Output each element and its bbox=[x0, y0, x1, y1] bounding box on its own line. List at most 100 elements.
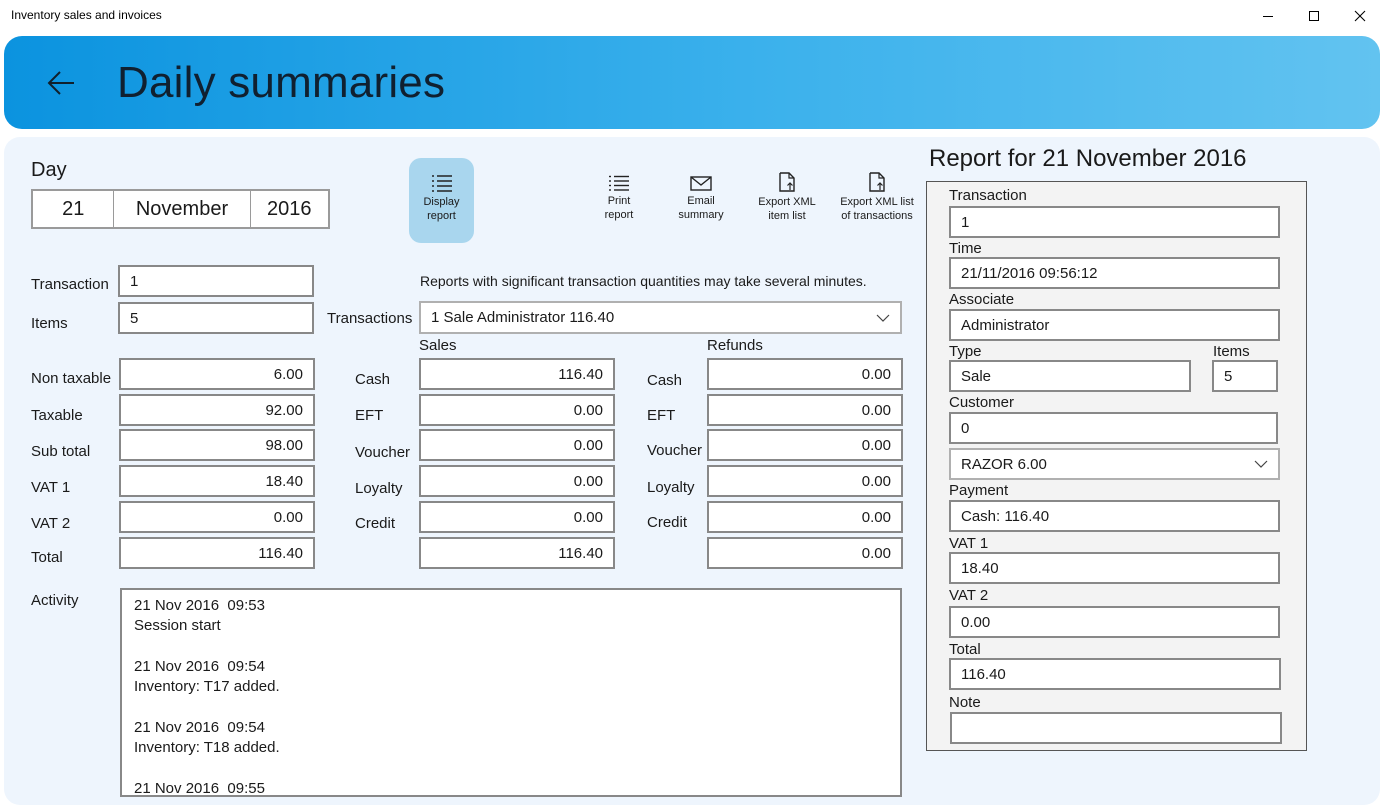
report-note-label: Note bbox=[949, 694, 981, 711]
page-title: Daily summaries bbox=[117, 58, 446, 107]
refunds-total-value: 0.00 bbox=[707, 537, 903, 569]
items-label: Items bbox=[31, 315, 68, 332]
list-icon bbox=[431, 175, 452, 192]
refunds-credit-label: Credit bbox=[647, 514, 688, 531]
report-customer-label: Customer bbox=[949, 394, 1015, 411]
transaction-field[interactable]: 1 bbox=[118, 265, 314, 297]
report-time-label: Time bbox=[949, 240, 982, 257]
maximize-button[interactable] bbox=[1291, 2, 1337, 30]
window-title: Inventory sales and invoices bbox=[11, 8, 162, 22]
notice-text: Reports with significant transaction qua… bbox=[420, 273, 867, 289]
refunds-loyalty-value: 0.00 bbox=[707, 465, 903, 497]
activity-entry: 21 Nov 2016 09:53 Session start bbox=[134, 596, 888, 637]
display-report-label-2: report bbox=[427, 210, 456, 222]
date-picker[interactable]: 21 November 2016 bbox=[31, 189, 330, 229]
report-items-field[interactable]: 5 bbox=[1212, 360, 1278, 392]
date-year[interactable]: 2016 bbox=[267, 197, 312, 220]
total-value: 116.40 bbox=[119, 537, 315, 569]
sales-credit-value: 0.00 bbox=[419, 501, 615, 533]
report-time-field[interactable]: 21/11/2016 09:56:12 bbox=[949, 257, 1280, 289]
activity-log[interactable]: 21 Nov 2016 09:53 Session start 21 Nov 2… bbox=[120, 588, 902, 797]
items-field[interactable]: 5 bbox=[118, 302, 314, 334]
export-xml-item-list-button[interactable]: Export XML item list bbox=[742, 172, 832, 223]
taxable-value: 92.00 bbox=[119, 394, 315, 426]
display-report-label-1: Display bbox=[423, 196, 460, 208]
report-customer-field[interactable]: 0 bbox=[949, 412, 1278, 444]
activity-entry-time: 21 Nov 2016 09:55 bbox=[134, 779, 265, 797]
refunds-eft-value: 0.00 bbox=[707, 394, 903, 426]
report-title: Report for 21 November 2016 bbox=[929, 145, 1247, 172]
date-month[interactable]: November bbox=[114, 191, 251, 227]
report-total-label: Total bbox=[949, 641, 981, 658]
export-items-label-2: item list bbox=[768, 210, 806, 222]
report-type-label: Type bbox=[949, 343, 982, 360]
back-button[interactable] bbox=[40, 62, 82, 104]
page-header bbox=[4, 36, 1380, 129]
report-note-field[interactable] bbox=[950, 712, 1282, 744]
chevron-down-icon bbox=[876, 314, 890, 322]
display-report-button[interactable]: Display report bbox=[409, 158, 474, 243]
transactions-dropdown[interactable]: 1 Sale Administrator 116.40 bbox=[419, 301, 902, 334]
minimize-icon bbox=[1263, 16, 1273, 17]
sales-cash-value: 116.40 bbox=[419, 358, 615, 390]
date-day[interactable]: 21 bbox=[33, 191, 115, 227]
print-report-label-2: report bbox=[604, 209, 634, 221]
activity-entry-time: 21 Nov 2016 09:54 bbox=[134, 718, 265, 736]
report-vat1-field[interactable]: 18.40 bbox=[949, 552, 1280, 584]
activity-entry: 21 Nov 2016 09:54 Inventory: T17 added. bbox=[134, 657, 888, 698]
close-button[interactable] bbox=[1337, 2, 1383, 30]
non-taxable-value: 6.00 bbox=[119, 358, 315, 390]
export-xml-transactions-button[interactable]: Export XML list of transactions bbox=[832, 172, 922, 223]
export-transactions-label-1: Export XML list bbox=[840, 196, 914, 208]
sales-eft-value: 0.00 bbox=[419, 394, 615, 426]
chevron-down-icon bbox=[1254, 460, 1268, 468]
report-associate-field[interactable]: Administrator bbox=[949, 309, 1280, 341]
sales-cash-label: Cash bbox=[355, 371, 391, 388]
report-associate-label: Associate bbox=[949, 291, 1015, 308]
email-summary-label-2: summary bbox=[678, 209, 724, 221]
activity-label: Activity bbox=[31, 592, 79, 609]
activity-entry-text: Inventory: T18 added. bbox=[134, 739, 280, 757]
sales-header: Sales bbox=[419, 337, 457, 354]
report-vat2-field[interactable]: 0.00 bbox=[949, 606, 1280, 638]
vat1-label: VAT 1 bbox=[31, 479, 71, 496]
vat1-value: 18.40 bbox=[119, 465, 315, 497]
sales-voucher-value: 0.00 bbox=[419, 429, 615, 461]
email-summary-button[interactable]: Email summary bbox=[656, 175, 746, 222]
report-line-item-selected: RAZOR 6.00 bbox=[961, 455, 1047, 473]
subtotal-value: 98.00 bbox=[119, 429, 315, 461]
refunds-credit-value: 0.00 bbox=[707, 501, 903, 533]
sales-eft-label: EFT bbox=[355, 407, 384, 424]
transactions-label: Transactions bbox=[327, 310, 413, 327]
vat2-label: VAT 2 bbox=[31, 515, 71, 532]
sales-credit-label: Credit bbox=[355, 515, 396, 532]
refunds-eft-label: EFT bbox=[647, 407, 676, 424]
total-label: Total bbox=[31, 549, 63, 566]
vat2-value: 0.00 bbox=[119, 501, 315, 533]
export-file-icon bbox=[779, 172, 795, 192]
report-payment-field[interactable]: Cash: 116.40 bbox=[949, 500, 1280, 532]
report-items-label: Items bbox=[1213, 343, 1250, 360]
print-report-label-1: Print bbox=[607, 195, 631, 207]
report-line-items-dropdown[interactable]: RAZOR 6.00 bbox=[949, 448, 1280, 480]
refunds-cash-label: Cash bbox=[647, 372, 683, 389]
activity-entry-time: 21 Nov 2016 09:54 bbox=[134, 657, 265, 675]
report-payment-label: Payment bbox=[949, 482, 1009, 499]
transactions-selected: 1 Sale Administrator 116.40 bbox=[431, 309, 615, 326]
email-summary-label-1: Email bbox=[687, 195, 715, 207]
print-report-button[interactable]: Print report bbox=[574, 175, 664, 222]
report-type-field[interactable]: Sale bbox=[949, 360, 1191, 392]
export-transactions-label-2: of transactions bbox=[841, 210, 913, 222]
sales-loyalty-value: 0.00 bbox=[419, 465, 615, 497]
activity-entry-time: 21 Nov 2016 09:53 bbox=[134, 597, 265, 614]
minimize-button[interactable] bbox=[1245, 2, 1291, 30]
activity-entry: 21 Nov 2016 09:54 Inventory: T18 added. bbox=[134, 718, 888, 759]
report-transaction-field[interactable]: 1 bbox=[949, 206, 1280, 238]
refunds-voucher-label: Voucher bbox=[647, 442, 703, 459]
refunds-header: Refunds bbox=[707, 337, 763, 354]
refunds-loyalty-label: Loyalty bbox=[647, 479, 695, 496]
subtotal-label: Sub total bbox=[31, 443, 91, 460]
export-file-icon bbox=[869, 172, 885, 192]
sales-total-value: 116.40 bbox=[419, 537, 615, 569]
report-total-field[interactable]: 116.40 bbox=[949, 658, 1281, 690]
